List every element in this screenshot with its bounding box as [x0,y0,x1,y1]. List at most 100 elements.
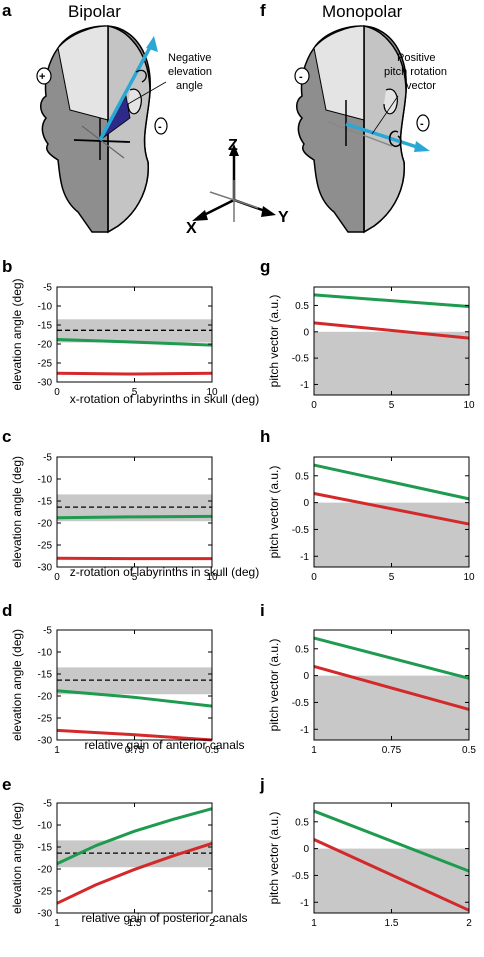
xtick-label-d: 1 [54,745,60,756]
axis-z-label: Z [228,137,238,154]
series-line-b-red [56,371,213,376]
series-line-g-green [313,293,470,308]
ylabel-c: elevation angle (deg) [10,456,24,568]
series-line-g-red [313,321,470,340]
xtick-label-c: 5 [132,572,138,583]
ytick-label-h: -0.5 [292,525,310,536]
xtick-label-h: 10 [463,572,475,583]
ylabel-d: elevation angle (deg) [10,629,24,741]
xtick-label-g: 5 [389,400,395,411]
axis-y-label: Y [278,209,289,226]
xtick-label-e: 2 [209,918,215,929]
ytick-label-d: -30 [38,736,53,747]
xtick-label-b: 0 [54,387,60,398]
xtick-label-g: 0 [311,400,317,411]
ytick-label-j: -0.5 [292,871,310,882]
ytick-label-d: -15 [38,670,53,681]
xtick-label-g: 10 [463,400,475,411]
xtick-label-d: 0.5 [205,745,219,756]
ytick-label-b: -10 [38,302,53,313]
series-line-h-red [313,492,470,526]
ylabel-g: pitch vector (a.u.) [267,295,281,388]
head-right-icon: - - [294,25,430,234]
ytick-label-i: 0 [303,671,309,682]
ytick-label-j: -1 [300,898,309,909]
ylabel-j: pitch vector (a.u.) [267,812,281,905]
ytick-label-c: -30 [38,563,53,574]
ytick-label-b: -5 [43,283,52,294]
panel-f-title: Monopolar [322,2,403,21]
xtick-label-i: 0.75 [382,745,402,756]
panel-letter-f: f [260,1,266,20]
xlabel-c: z-rotation of labyrinths in skull (deg) [70,565,259,579]
ytick-label-i: -0.5 [292,698,310,709]
panel-letter-j: j [259,775,265,794]
series-line-i-red [313,665,470,711]
ylabel-h: pitch vector (a.u.) [267,466,281,559]
xtick-label-j: 1.5 [385,918,399,929]
ytick-label-d: -20 [38,692,53,703]
series-line-j-green [313,809,470,873]
ytick-label-i: -1 [300,725,309,736]
panel-letter-d: d [2,601,12,620]
panel-letter-i: i [260,601,265,620]
series-line-j-red [313,838,470,912]
ylabel-e: elevation angle (deg) [10,802,24,914]
ytick-label-g: 0 [303,327,309,338]
ytick-label-c: -5 [43,453,52,464]
ytick-label-d: -25 [38,714,53,725]
ytick-label-e: -20 [38,865,53,876]
ytick-label-g: -0.5 [292,354,310,365]
shaded-band-d [57,667,212,695]
ytick-label-j: 0 [303,844,309,855]
xtick-label-i: 1 [311,745,317,756]
series-line-e-green [56,807,213,866]
xtick-label-b: 5 [132,387,138,398]
ylabel-b: elevation angle (deg) [10,278,24,390]
xlabel-b: x-rotation of labyrinths in skull (deg) [70,392,259,406]
xtick-label-c: 0 [54,572,60,583]
ytick-label-e: -30 [38,909,53,920]
series-line-i-green [313,636,470,680]
panel-letter-h: h [260,427,270,446]
panel-letter-a: a [2,1,12,20]
series-line-d-green [56,689,213,708]
negative-elevation-label: Negative [168,52,211,64]
panel-a-title: Bipolar [68,2,121,21]
svg-text:-: - [158,121,162,133]
xtick-label-e: 1 [54,918,60,929]
ytick-label-h: 0.5 [295,471,309,482]
ytick-label-c: -15 [38,497,53,508]
xtick-label-j: 2 [466,918,472,929]
shaded-band-g [314,331,469,395]
ytick-label-e: -25 [38,887,53,898]
ytick-label-i: 0.5 [295,644,309,655]
series-line-e-red [56,842,213,905]
panel-letter-c: c [2,427,11,446]
panel-letter-b: b [2,257,12,276]
ytick-label-e: -10 [38,821,53,832]
panel-a-illustration: a Bipolar + - Negative elevation angle [2,1,212,234]
xtick-label-i: 0.5 [462,745,476,756]
xlabel-e: relative gain of posterior canals [81,911,247,925]
ytick-label-c: -20 [38,519,53,530]
shaded-band-j [314,848,469,913]
ytick-label-d: -10 [38,648,53,659]
series-line-c-green [56,514,213,520]
ytick-label-b: -25 [38,359,53,370]
ytick-label-b: -15 [38,321,53,332]
xtick-label-e: 1.5 [128,918,142,929]
head-left-icon: + - [36,25,168,234]
ytick-label-b: -30 [38,378,53,389]
positive-pitch-label-3: vector [406,80,436,92]
series-line-b-green [56,337,213,347]
ytick-label-b: -20 [38,340,53,351]
svg-text:+: + [39,71,45,83]
positive-pitch-label-2: pitch rotation [384,66,447,78]
series-line-h-green [313,463,470,501]
ytick-label-g: 0.5 [295,301,309,312]
xtick-label-j: 1 [311,918,317,929]
axis-x-label: X [186,220,197,237]
ytick-label-g: -1 [300,380,309,391]
